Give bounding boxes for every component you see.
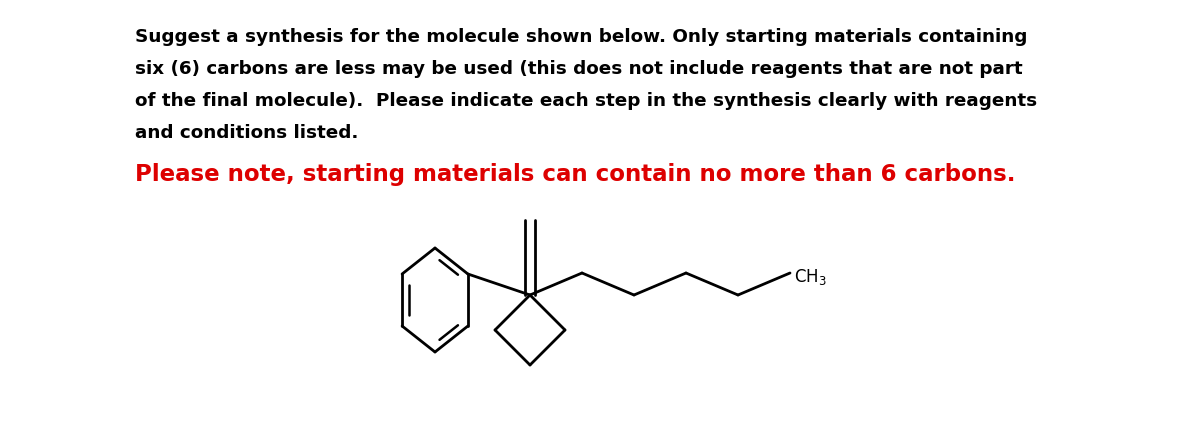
- Text: Please note, starting materials can contain no more than 6 carbons.: Please note, starting materials can cont…: [134, 163, 1015, 186]
- Text: of the final molecule).  Please indicate each step in the synthesis clearly with: of the final molecule). Please indicate …: [134, 92, 1037, 110]
- Text: CH$_3$: CH$_3$: [794, 267, 827, 287]
- Text: Suggest a synthesis for the molecule shown below. Only starting materials contai: Suggest a synthesis for the molecule sho…: [134, 28, 1027, 46]
- Text: six (6) carbons are less may be used (this does not include reagents that are no: six (6) carbons are less may be used (th…: [134, 60, 1022, 78]
- Text: and conditions listed.: and conditions listed.: [134, 124, 359, 142]
